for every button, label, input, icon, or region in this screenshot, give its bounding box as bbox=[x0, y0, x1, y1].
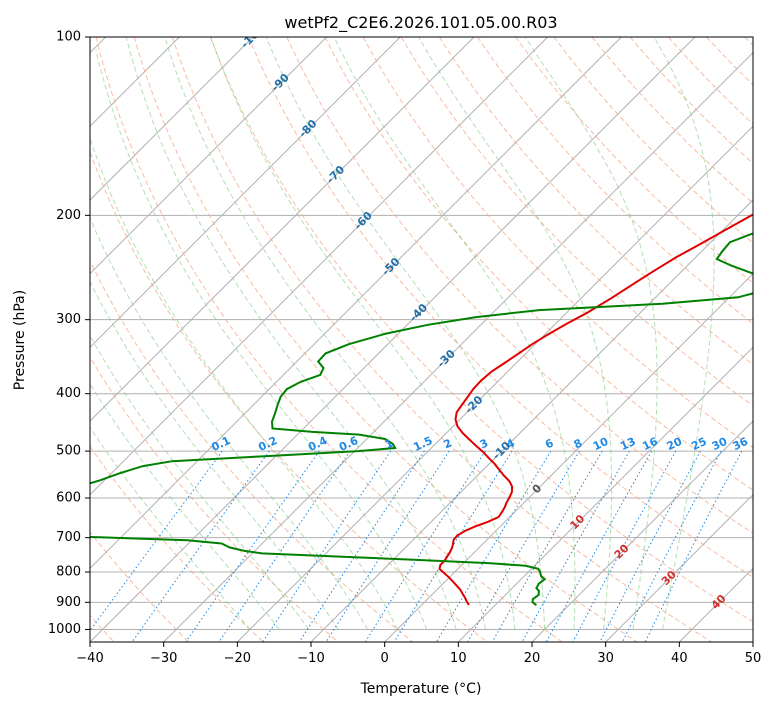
x-tick-label: 10 bbox=[450, 651, 467, 666]
y-tick-label: 200 bbox=[56, 208, 81, 223]
y-tick-label: 1000 bbox=[48, 622, 81, 637]
x-tick-label: −40 bbox=[76, 651, 103, 666]
y-tick-label: 100 bbox=[56, 30, 81, 45]
chart-title: wetPf2_C2E6.2026.101.05.00.R03 bbox=[284, 13, 557, 33]
x-tick-label: −10 bbox=[297, 651, 324, 666]
plot-background bbox=[90, 37, 753, 642]
x-tick-label: 20 bbox=[524, 651, 541, 666]
x-tick-label: 50 bbox=[745, 651, 762, 666]
x-tick-label: −30 bbox=[150, 651, 177, 666]
y-axis-label: Pressure (hPa) bbox=[12, 290, 28, 390]
y-tick-label: 700 bbox=[56, 530, 81, 545]
y-tick-label: 900 bbox=[56, 595, 81, 610]
y-tick-label: 500 bbox=[56, 444, 81, 459]
isotherm-line bbox=[753, 37, 775, 642]
x-tick-label: 0 bbox=[381, 651, 389, 666]
x-tick-label: 30 bbox=[597, 651, 614, 666]
x-tick-label: −20 bbox=[224, 651, 251, 666]
y-tick-label: 600 bbox=[56, 491, 81, 506]
x-tick-label: 40 bbox=[671, 651, 688, 666]
y-tick-label: 300 bbox=[56, 312, 81, 327]
y-tick-label: 400 bbox=[56, 386, 81, 401]
y-tick-label: 800 bbox=[56, 565, 81, 580]
x-axis-label: Temperature (°C) bbox=[360, 681, 482, 697]
